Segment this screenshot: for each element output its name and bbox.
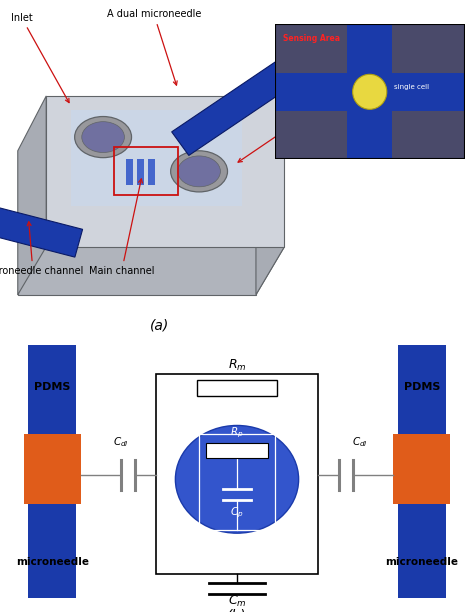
- Polygon shape: [0, 185, 82, 257]
- Text: $C_m$: $C_m$: [228, 594, 246, 608]
- Bar: [197, 379, 277, 396]
- Polygon shape: [18, 247, 284, 295]
- Text: Microneedle channel: Microneedle channel: [0, 222, 83, 276]
- Text: (b): (b): [227, 608, 247, 612]
- Ellipse shape: [353, 74, 387, 110]
- Bar: [393, 433, 450, 504]
- Polygon shape: [172, 29, 340, 155]
- Polygon shape: [71, 110, 242, 206]
- Bar: [199, 433, 275, 531]
- Bar: [347, 24, 392, 159]
- Text: $C_{dl}$: $C_{dl}$: [113, 436, 129, 449]
- Polygon shape: [46, 96, 284, 247]
- Text: $R_m$: $R_m$: [228, 358, 246, 373]
- Text: (a): (a): [150, 318, 170, 332]
- Bar: [147, 159, 155, 185]
- Ellipse shape: [175, 425, 299, 533]
- Ellipse shape: [75, 116, 131, 158]
- Bar: [398, 345, 446, 598]
- Text: Main channel: Main channel: [89, 179, 155, 276]
- Text: $C_{dl}$: $C_{dl}$: [352, 436, 368, 449]
- Text: Sensing Area: Sensing Area: [283, 34, 339, 43]
- Polygon shape: [18, 151, 256, 295]
- Text: PDMS: PDMS: [34, 382, 70, 392]
- Text: PDMS: PDMS: [404, 382, 440, 392]
- Polygon shape: [256, 96, 284, 295]
- Bar: [275, 73, 465, 111]
- Text: microneedle: microneedle: [16, 558, 89, 567]
- Bar: [156, 375, 318, 573]
- Bar: [114, 147, 178, 195]
- Text: Outlet: Outlet: [238, 116, 315, 162]
- Ellipse shape: [171, 151, 228, 192]
- Bar: [28, 345, 76, 598]
- Text: microneedle: microneedle: [385, 558, 458, 567]
- Bar: [126, 159, 133, 185]
- Ellipse shape: [178, 156, 220, 187]
- Polygon shape: [18, 96, 46, 295]
- Text: $R_p$: $R_p$: [230, 425, 244, 439]
- Ellipse shape: [337, 28, 360, 54]
- Text: Inlet: Inlet: [10, 13, 69, 103]
- Text: $C_p$: $C_p$: [230, 506, 244, 520]
- Bar: [137, 159, 144, 185]
- Bar: [24, 433, 81, 504]
- Bar: [206, 443, 268, 458]
- Text: A dual microneedle: A dual microneedle: [107, 9, 201, 85]
- Text: single cell: single cell: [394, 84, 429, 90]
- Ellipse shape: [82, 122, 124, 152]
